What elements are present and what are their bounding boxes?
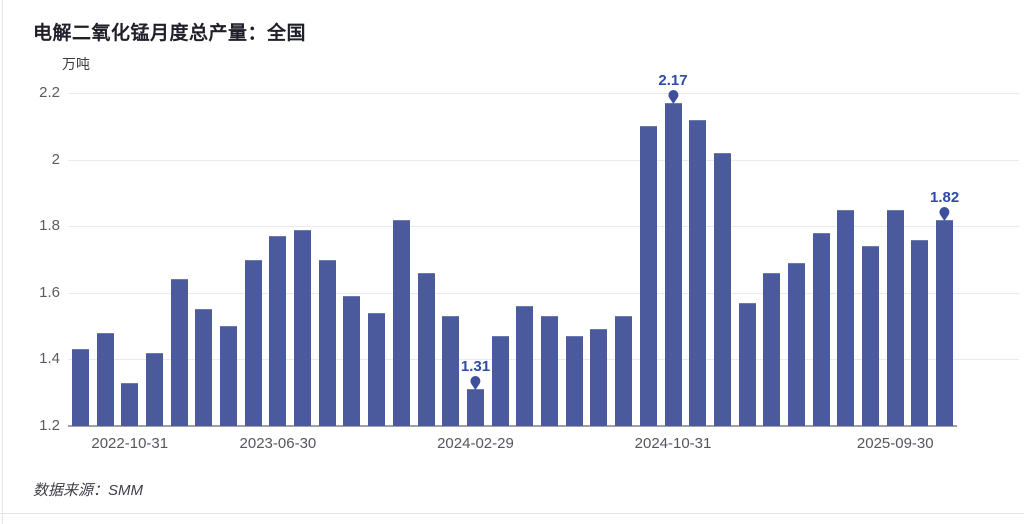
- gridline: [68, 226, 1019, 228]
- bar[interactable]: [294, 229, 312, 426]
- bar[interactable]: [763, 272, 781, 426]
- bar[interactable]: [244, 259, 262, 426]
- bar[interactable]: [96, 332, 114, 426]
- bar-annotation: 1.82: [930, 188, 960, 217]
- bar[interactable]: [71, 349, 89, 426]
- bar[interactable]: [466, 389, 484, 426]
- x-tick-label: 2024-02-29: [437, 435, 514, 452]
- bar[interactable]: [121, 382, 139, 426]
- bar[interactable]: [787, 262, 805, 426]
- bar[interactable]: [615, 316, 633, 426]
- bar[interactable]: [713, 152, 731, 426]
- bar[interactable]: [145, 352, 163, 426]
- data-source-note: 数据来源：SMM: [33, 482, 143, 499]
- bar[interactable]: [911, 239, 929, 426]
- y-tick-label: 2: [51, 150, 60, 168]
- bar[interactable]: [491, 336, 509, 426]
- bar[interactable]: [565, 336, 583, 426]
- pin-marker-icon: [667, 90, 678, 100]
- bar[interactable]: [392, 219, 410, 426]
- bar[interactable]: [590, 329, 608, 426]
- bar-annotation: 1.31: [460, 358, 491, 387]
- bar[interactable]: [812, 232, 830, 426]
- bar[interactable]: [886, 209, 904, 426]
- bar[interactable]: [170, 279, 188, 426]
- y-tick-label: 1.6: [39, 283, 60, 301]
- y-tick-label: 1.8: [39, 217, 60, 235]
- bar[interactable]: [639, 126, 657, 426]
- pin-marker-icon: [939, 206, 950, 217]
- bar[interactable]: [664, 103, 682, 426]
- plot-area: 2022-10-31 2023-06-30 2024-02-29 2024-10-31…: [68, 73, 1019, 452]
- x-tick-label: 2024-10-31: [634, 435, 712, 452]
- bar[interactable]: [368, 312, 386, 426]
- bar[interactable]: [442, 316, 460, 426]
- bar[interactable]: [936, 219, 954, 426]
- x-tick-label: 2025-09-30: [856, 435, 934, 452]
- y-tick-label: 1.2: [39, 417, 60, 434]
- bar[interactable]: [269, 236, 287, 426]
- gridline: [68, 292, 1019, 294]
- card-bottom-border: [0, 513, 1024, 514]
- bar[interactable]: [738, 302, 756, 426]
- bar[interactable]: [318, 259, 336, 426]
- annotation-value-label: 1.31: [460, 358, 491, 376]
- x-axis-line: [68, 425, 957, 427]
- annotation-value-label: 1.82: [930, 188, 960, 206]
- x-tick-label: 2023-06-30: [239, 435, 317, 452]
- gridline: [68, 159, 1019, 161]
- bar[interactable]: [837, 209, 855, 426]
- bar[interactable]: [516, 306, 534, 426]
- bar[interactable]: [862, 246, 880, 426]
- card-left-border: [2, 0, 3, 524]
- bar[interactable]: [195, 309, 213, 426]
- y-tick-label: 1.4: [39, 350, 60, 368]
- bar[interactable]: [541, 316, 559, 426]
- y-tick-label: 2.2: [39, 84, 60, 101]
- bar[interactable]: [220, 326, 237, 426]
- chart-title: 电解二氧化锰月度总产量：全国: [33, 23, 307, 44]
- x-tick-label: 2022-10-31: [91, 435, 169, 452]
- bar[interactable]: [343, 296, 361, 426]
- gridline: [68, 93, 1019, 94]
- y-axis-unit-label: 万吨: [62, 56, 90, 72]
- bar[interactable]: [417, 272, 435, 426]
- annotation-value-label: 2.17: [658, 72, 688, 89]
- pin-marker-icon: [470, 376, 481, 387]
- bar-annotation: 2.17: [658, 72, 688, 100]
- bar[interactable]: [689, 119, 707, 426]
